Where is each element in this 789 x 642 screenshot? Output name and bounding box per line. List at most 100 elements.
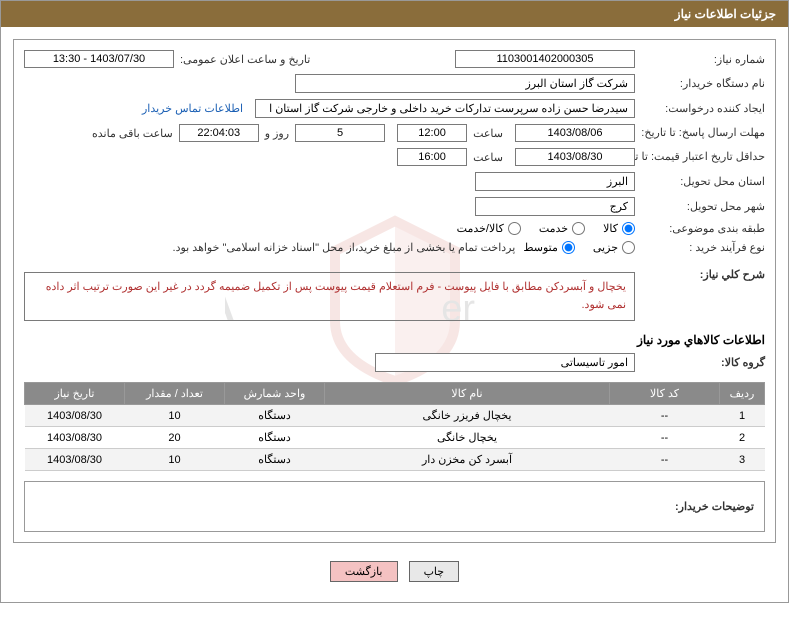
print-button[interactable]: چاپ — [409, 561, 460, 582]
time-label-2: ساعت — [467, 151, 503, 164]
radio-small[interactable]: جزیی — [593, 241, 635, 254]
radio-service-input[interactable] — [572, 222, 585, 235]
group-value: امور تاسیساتی — [375, 353, 635, 372]
contact-link[interactable]: اطلاعات تماس خریدار — [142, 102, 243, 115]
row-city: شهر محل تحویل: کرج — [24, 197, 765, 216]
cell-code: -- — [610, 405, 720, 427]
radio-both[interactable]: کالا/خدمت — [457, 222, 521, 235]
process-radios: جزیی متوسط — [523, 241, 635, 254]
table-row: 2--یخچال خانگیدستگاه201403/08/30 — [25, 427, 765, 449]
remaining-suffix: ساعت باقی مانده — [86, 127, 179, 140]
cell-name: آبسرد کن مخزن دار — [325, 449, 610, 471]
cell-date: 1403/08/30 — [25, 405, 125, 427]
validity-label: حداقل تاریخ اعتبار قیمت: تا تاریخ: — [635, 150, 765, 164]
process-label: نوع فرآیند خرید : — [635, 241, 765, 254]
category-label: طبقه بندی موضوعی: — [635, 222, 765, 235]
radio-service-label: خدمت — [539, 222, 568, 235]
time-label-1: ساعت — [467, 127, 503, 140]
cell-qty: 10 — [125, 405, 225, 427]
cell-date: 1403/08/30 — [25, 427, 125, 449]
province-label: استان محل تحویل: — [635, 175, 765, 188]
buyer-org-value: شرکت گاز استان البرز — [295, 74, 635, 93]
requester-label: ایجاد کننده درخواست: — [635, 102, 765, 115]
main-fieldset: شماره نیاز: 1103001402000305 تاریخ و ساع… — [13, 39, 776, 543]
cell-n: 2 — [720, 427, 765, 449]
buyer-notes-box: توضیحات خریدار: — [24, 481, 765, 532]
radio-service[interactable]: خدمت — [539, 222, 585, 235]
cell-unit: دستگاه — [225, 449, 325, 471]
cell-unit: دستگاه — [225, 405, 325, 427]
overall-desc: یخچال و آبسردکن مطابق با فایل پیوست - فر… — [24, 272, 635, 321]
deadline-send-date: 1403/08/06 — [515, 124, 635, 142]
cell-n: 3 — [720, 449, 765, 471]
table-row: 3--آبسرد کن مخزن داردستگاه101403/08/30 — [25, 449, 765, 471]
row-deadline-send: مهلت ارسال پاسخ: تا تاریخ: 1403/08/06 سا… — [24, 124, 765, 142]
row-category: طبقه بندی موضوعی: کالا خدمت کالا/خدمت — [24, 222, 765, 235]
table-row: 1--یخچال فریزر خانگیدستگاه101403/08/30 — [25, 405, 765, 427]
buyer-org-label: نام دستگاه خریدار: — [635, 77, 765, 90]
cell-date: 1403/08/30 — [25, 449, 125, 471]
radio-small-label: جزیی — [593, 241, 618, 254]
window: جزئیات اطلاعات نیاز A er شماره نیاز: 110… — [0, 0, 789, 603]
th-unit: واحد شمارش — [225, 383, 325, 405]
announce-value: 1403/07/30 - 13:30 — [24, 50, 174, 68]
validity-date: 1403/08/30 — [515, 148, 635, 166]
radio-medium-label: متوسط — [523, 241, 558, 254]
radio-both-input[interactable] — [508, 222, 521, 235]
group-label: گروه کالا: — [635, 356, 765, 369]
deadline-send-time: 12:00 — [397, 124, 467, 142]
buyer-notes-label: توضیحات خریدار: — [669, 500, 754, 513]
title-bar: جزئیات اطلاعات نیاز — [1, 1, 788, 27]
process-note: پرداخت تمام یا بخشی از مبلغ خرید،از محل … — [173, 241, 516, 254]
cell-unit: دستگاه — [225, 427, 325, 449]
radio-medium[interactable]: متوسط — [523, 241, 575, 254]
th-row: ردیف — [720, 383, 765, 405]
items-table: ردیف کد کالا نام کالا واحد شمارش تعداد /… — [24, 382, 765, 471]
table-header-row: ردیف کد کالا نام کالا واحد شمارش تعداد /… — [25, 383, 765, 405]
th-date: تاریخ نیاز — [25, 383, 125, 405]
city-value: کرج — [475, 197, 635, 216]
days-remaining: 5 — [295, 124, 385, 142]
radio-goods-input[interactable] — [622, 222, 635, 235]
category-radios: کالا خدمت کالا/خدمت — [457, 222, 635, 235]
radio-both-label: کالا/خدمت — [457, 222, 504, 235]
time-remaining: 22:04:03 — [179, 124, 259, 142]
cell-n: 1 — [720, 405, 765, 427]
row-validity: حداقل تاریخ اعتبار قیمت: تا تاریخ: 1403/… — [24, 148, 765, 166]
cell-name: یخچال فریزر خانگی — [325, 405, 610, 427]
content: A er شماره نیاز: 1103001402000305 تاریخ … — [1, 27, 788, 602]
items-title: اطلاعات کالاهاي مورد نیاز — [24, 333, 765, 347]
row-process: نوع فرآیند خرید : جزیی متوسط پرداخت تمام… — [24, 241, 765, 254]
validity-time: 16:00 — [397, 148, 467, 166]
cell-qty: 20 — [125, 427, 225, 449]
th-code: کد کالا — [610, 383, 720, 405]
need-number-value: 1103001402000305 — [455, 50, 635, 68]
radio-small-input[interactable] — [622, 241, 635, 254]
radio-medium-input[interactable] — [562, 241, 575, 254]
cell-code: -- — [610, 449, 720, 471]
radio-goods-label: کالا — [603, 222, 618, 235]
row-province: استان محل تحویل: البرز — [24, 172, 765, 191]
row-requester: ایجاد کننده درخواست: سیدرضا حسن زاده سرپ… — [24, 99, 765, 118]
row-overall: شرح کلي نیاز: یخچال و آبسردکن مطابق با ف… — [24, 268, 765, 325]
page-title: جزئیات اطلاعات نیاز — [675, 7, 776, 21]
radio-goods[interactable]: کالا — [603, 222, 635, 235]
cell-code: -- — [610, 427, 720, 449]
requester-value: سیدرضا حسن زاده سرپرست تدارکات خرید داخل… — [255, 99, 635, 118]
province-value: البرز — [475, 172, 635, 191]
footer-buttons: چاپ بازگشت — [13, 553, 776, 590]
city-label: شهر محل تحویل: — [635, 200, 765, 213]
row-group: گروه کالا: امور تاسیساتی — [24, 353, 765, 372]
th-qty: تعداد / مقدار — [125, 383, 225, 405]
overall-label: شرح کلي نیاز: — [635, 268, 765, 281]
need-number-label: شماره نیاز: — [635, 53, 765, 66]
back-button[interactable]: بازگشت — [330, 561, 398, 582]
row-need-number: شماره نیاز: 1103001402000305 تاریخ و ساع… — [24, 50, 765, 68]
cell-name: یخچال خانگی — [325, 427, 610, 449]
deadline-send-label: مهلت ارسال پاسخ: تا تاریخ: — [635, 126, 765, 140]
cell-qty: 10 — [125, 449, 225, 471]
th-name: نام کالا — [325, 383, 610, 405]
days-and-label: روز و — [259, 127, 295, 140]
announce-label: تاریخ و ساعت اعلان عمومی: — [174, 53, 310, 66]
row-buyer-org: نام دستگاه خریدار: شرکت گاز استان البرز — [24, 74, 765, 93]
